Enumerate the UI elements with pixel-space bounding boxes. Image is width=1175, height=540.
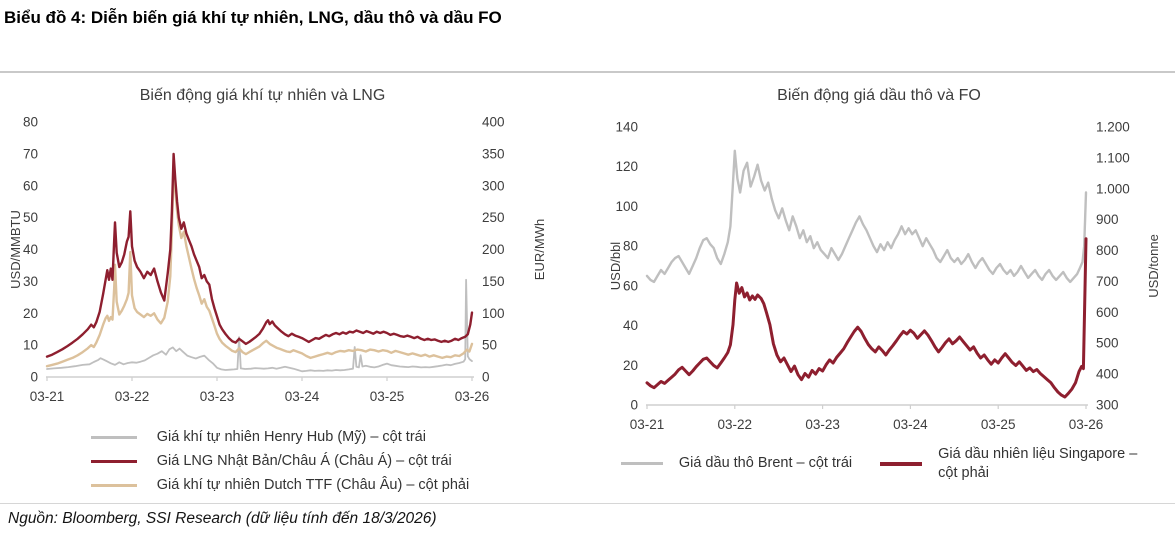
left-tick-label: 20 (23, 306, 38, 321)
right-tick-label: 800 (1096, 243, 1119, 258)
right-tick-label: 200 (482, 242, 505, 257)
left-axis-unit-label: USD/bbl (608, 242, 623, 291)
left-tick-label: 140 (615, 120, 638, 135)
left-tick-label: 70 (23, 146, 38, 161)
left-tick-label: 10 (23, 338, 38, 353)
right-tick-label: 300 (1096, 398, 1119, 413)
legend-line-swatch (90, 459, 137, 463)
right-tick-label: 1.200 (1096, 120, 1130, 135)
left-tick-label: 100 (615, 199, 638, 214)
oil-fo-chart-title: Biến động giá dầu thô và FO (777, 87, 981, 104)
right-tick-label: 300 (482, 178, 505, 193)
right-tick-label: 0 (482, 370, 490, 385)
x-tick-label: 03-21 (30, 389, 65, 404)
series-line-1 (45, 152, 474, 358)
bottom-divider (0, 503, 1175, 504)
legend-label: Giá dầu thô Brent – cột trái (678, 455, 853, 472)
legend-label: Giá dầu nhiên liệu Singapore – cột phải (938, 446, 1138, 481)
right-tick-label: 250 (482, 210, 505, 225)
x-tick-label: 03-23 (200, 389, 235, 404)
right-axis-unit-label: USD/tonne (1146, 234, 1161, 298)
left-tick-label: 60 (623, 278, 638, 293)
legend-line-swatch (880, 461, 923, 466)
left-tick-label: 0 (30, 370, 38, 385)
right-tick-label: 400 (482, 115, 505, 130)
series-line-2 (45, 165, 474, 368)
left-tick-label: 80 (623, 239, 638, 254)
left-tick-label: 80 (23, 115, 38, 130)
left-tick-label: 40 (623, 318, 638, 333)
series-line-0 (645, 149, 1088, 284)
series-line-0 (46, 278, 473, 373)
legend-item: Giá khí tự nhiên Dutch TTF (Châu Âu) – c… (90, 476, 470, 495)
left-tick-label: 30 (23, 274, 38, 289)
gas-lng-legend: Giá khí tự nhiên Henry Hub (Mỹ) – cột tr… (0, 428, 560, 495)
top-divider (0, 71, 1175, 73)
left-axis-unit-label: USD/MMBTU (8, 210, 23, 289)
source-note: Nguồn: Bloomberg, SSI Research (dữ liệu … (8, 510, 437, 527)
x-tick-label: 03-23 (805, 417, 840, 432)
oil-fo-legend: Giá dầu thô Brent – cột trái Giá dầu nhiê… (590, 445, 1175, 483)
gas-lng-plot: 03-21 03-22 03-23 03-24 03-25 03-26 0 10 20 30 40 5… (8, 115, 547, 405)
x-tick-label: 03-24 (893, 417, 928, 432)
right-tick-label: 150 (482, 274, 505, 289)
right-tick-label: 500 (1096, 336, 1119, 351)
right-tick-label: 1.000 (1096, 181, 1130, 196)
oil-fo-chart: 03-21 03-22 03-23 03-24 03-25 03-26 0 20 40 60 80 1… (590, 85, 1175, 515)
gas-lng-chart: 03-21 03-22 03-23 03-24 03-25 03-26 0 10 20 30 40 5… (0, 85, 560, 515)
right-tick-label: 50 (482, 338, 497, 353)
x-tick-label: 03-25 (981, 417, 1016, 432)
legend-label: Giá khí tự nhiên Henry Hub (Mỹ) – cột tr… (156, 429, 426, 445)
x-tick-label: 03-24 (285, 389, 320, 404)
left-tick-label: 40 (23, 242, 38, 257)
legend-items: Giá khí tự nhiên Henry Hub (Mỹ) – cột tr… (90, 428, 470, 495)
legend-line-swatch (90, 483, 137, 487)
right-tick-label: 600 (1096, 305, 1119, 320)
legend-label: Giá LNG Nhật Bản/Châu Á (Châu Á) – cột t… (156, 452, 452, 469)
right-tick-label: 350 (482, 146, 505, 161)
x-tick-label: 03-21 (630, 417, 665, 432)
gas-lng-chart-title: Biến động giá khí tự nhiên và LNG (139, 87, 386, 104)
legend-line-swatch (620, 462, 663, 466)
legend-items: Giá dầu thô Brent – cột trái Giá dầu nhiê… (620, 445, 1144, 483)
oil-fo-plot: 03-21 03-22 03-23 03-24 03-25 03-26 0 20 40 60 80 1… (608, 120, 1161, 433)
series-line-1 (645, 237, 1088, 399)
left-tick-label: 20 (623, 358, 638, 373)
legend-item: Giá dầu nhiên liệu Singapore – cột phải (880, 445, 1144, 483)
x-tick-label: 03-26 (1069, 417, 1104, 432)
right-tick-label: 900 (1096, 212, 1119, 227)
legend-item: Giá dầu thô Brent – cột trái (620, 454, 853, 473)
right-tick-label: 1.100 (1096, 150, 1130, 165)
right-axis-unit-label: EUR/MWh (532, 219, 547, 280)
x-tick-label: 03-25 (370, 389, 405, 404)
x-tick-label: 03-22 (115, 389, 150, 404)
left-tick-label: 120 (615, 159, 638, 174)
left-tick-label: 50 (23, 210, 38, 225)
left-tick-label: 60 (23, 178, 38, 193)
x-tick-label: 03-26 (455, 389, 490, 404)
x-tick-label: 03-22 (718, 417, 753, 432)
left-tick-label: 0 (630, 398, 638, 413)
legend-label: Giá khí tự nhiên Dutch TTF (Châu Âu) – c… (156, 476, 470, 493)
legend-line-swatch (90, 435, 137, 439)
figure-title: Biểu đồ 4: Diễn biến giá khí tự nhiên, L… (4, 8, 502, 27)
legend-item: Giá LNG Nhật Bản/Châu Á (Châu Á) – cột t… (90, 452, 469, 471)
right-tick-label: 100 (482, 306, 505, 321)
right-tick-label: 700 (1096, 274, 1119, 289)
legend-item: Giá khí tự nhiên Henry Hub (Mỹ) – cột tr… (90, 428, 469, 447)
right-tick-label: 400 (1096, 367, 1119, 382)
